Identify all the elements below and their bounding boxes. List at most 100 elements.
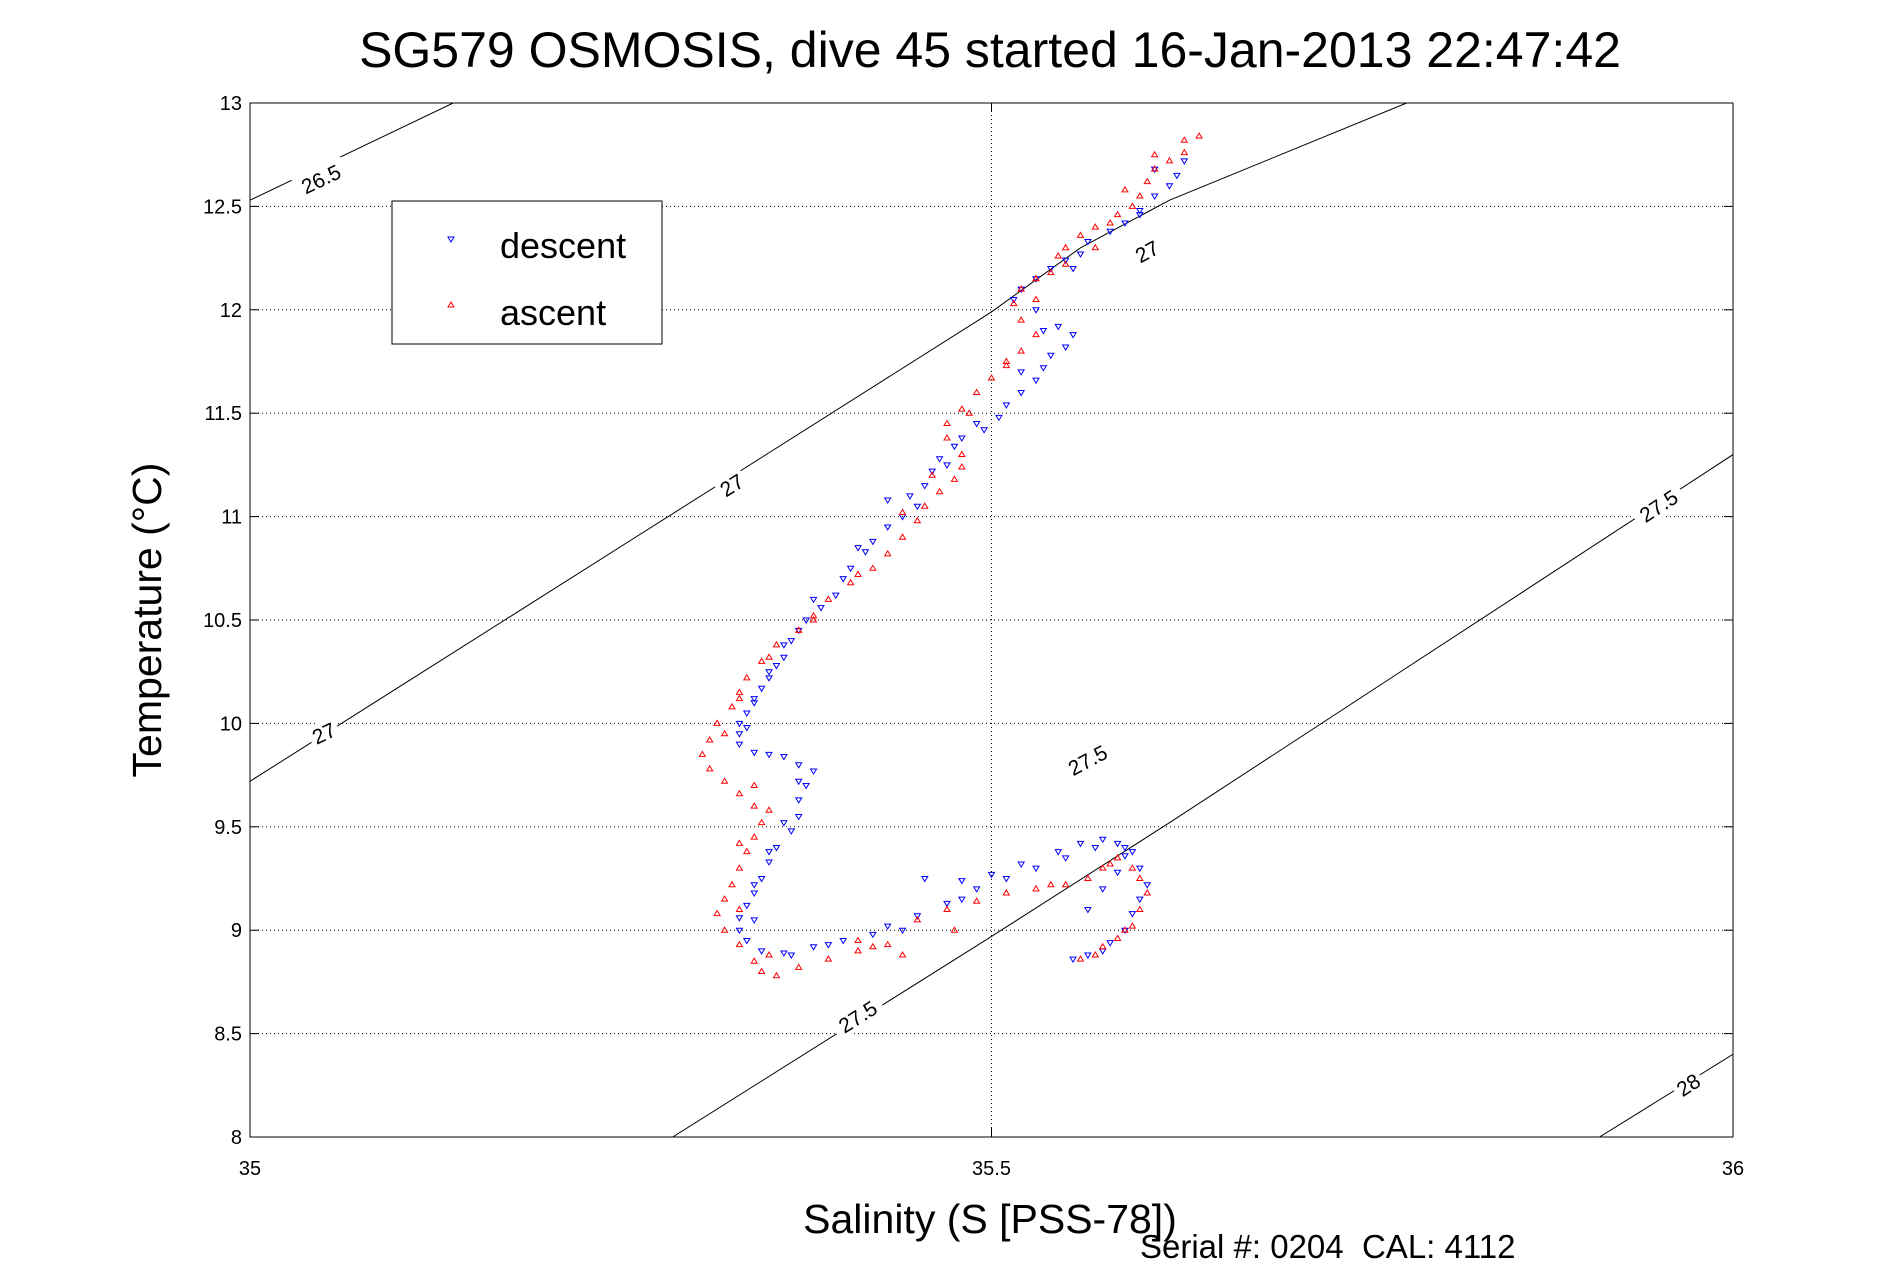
descent-point — [809, 944, 818, 951]
descent-point — [1032, 276, 1040, 283]
ascent-point — [1135, 192, 1144, 199]
ascent-point — [1143, 889, 1152, 896]
contour-label: 27.5 — [1629, 480, 1688, 531]
ascent-point — [735, 789, 744, 797]
descent-point — [943, 900, 951, 908]
ascent-point — [957, 462, 966, 470]
descent-point — [1143, 882, 1152, 889]
contour-label: 27 — [304, 715, 343, 751]
descent-point — [913, 503, 922, 511]
ascent-point — [1180, 136, 1189, 143]
descent-point — [1172, 172, 1181, 180]
contour-label-bg — [291, 156, 351, 202]
descent-point — [1054, 849, 1063, 856]
x-axis-label: Salinity (S [PSS-78]) — [803, 1196, 1177, 1242]
descent-point — [735, 741, 744, 749]
ascent-point — [757, 657, 766, 664]
ascent-point — [720, 895, 729, 902]
descent-point — [1076, 840, 1085, 848]
descent-point — [765, 675, 773, 682]
contour-line-28 — [1599, 1053, 1733, 1137]
ascent-point — [943, 905, 951, 913]
x-tick-label: 35 — [239, 1158, 261, 1180]
chart-title: SG579 OSMOSIS, dive 45 started 16-Jan-20… — [359, 22, 1621, 78]
descent-point — [1098, 836, 1107, 844]
ascent-point — [728, 702, 736, 710]
descent-point — [831, 592, 840, 600]
descent-point — [1046, 352, 1055, 360]
descent-point — [928, 468, 937, 476]
ascent-point — [720, 926, 729, 933]
descent-point — [846, 565, 855, 573]
descent-point — [935, 456, 944, 463]
ascent-point — [1150, 150, 1159, 158]
ascent-point — [1091, 223, 1100, 230]
descent-point — [794, 778, 803, 786]
density-contours — [250, 103, 1733, 1137]
y-tick-label: 11 — [221, 507, 242, 529]
ascent-point — [1046, 268, 1055, 276]
descent-point — [1032, 865, 1040, 873]
ascent-point — [757, 818, 766, 826]
legend-box — [391, 200, 663, 345]
ascent-point — [720, 729, 729, 737]
descent-point — [802, 782, 811, 790]
contour-label-bg — [828, 991, 887, 1041]
descent-point — [765, 751, 773, 759]
ascent-point — [920, 502, 929, 509]
descent-point — [787, 828, 796, 835]
descent-point — [779, 820, 788, 827]
descent-point — [779, 950, 788, 957]
descent-point — [735, 720, 744, 728]
ascent-point — [1076, 231, 1085, 238]
descent-point — [772, 662, 781, 670]
y-axis-label: Temperature (°C) — [124, 463, 170, 778]
ascent-point — [943, 434, 951, 441]
ascent-point — [928, 471, 937, 478]
ascent-point — [765, 951, 773, 958]
ascent-point — [735, 694, 744, 702]
ascent-point — [765, 806, 773, 813]
legend: descent ascent — [391, 200, 663, 345]
ascent-point — [1128, 864, 1137, 871]
descent-point — [735, 915, 744, 922]
ascent-point — [1061, 260, 1070, 267]
ascent-point — [1106, 860, 1115, 867]
descent-point — [742, 710, 751, 718]
ascent-point — [957, 450, 966, 458]
descent-point — [1121, 853, 1129, 860]
contour-label: 27 — [712, 466, 751, 503]
ascent-point — [772, 971, 781, 979]
ascent-point — [772, 640, 781, 648]
descent-point — [1128, 849, 1137, 856]
descent-point — [1135, 896, 1144, 904]
descent-point — [794, 762, 803, 769]
descent-point — [1002, 876, 1011, 883]
legend-ascent-marker — [447, 301, 455, 308]
descent-point — [757, 685, 766, 693]
y-tick-label: 12 — [220, 300, 242, 322]
descent-point — [1076, 251, 1085, 258]
ascent-point — [1032, 274, 1040, 282]
descent-point — [1180, 158, 1189, 165]
ascent-point — [735, 940, 744, 948]
descent-point — [972, 421, 981, 428]
ascent-point — [1009, 299, 1018, 307]
descent-point — [906, 493, 914, 500]
descent-point — [787, 638, 796, 645]
descent-point — [1121, 927, 1129, 935]
ascent-point — [1113, 934, 1122, 941]
descent-point — [757, 876, 766, 883]
y-tick-label: 12.5 — [203, 196, 242, 218]
descent-point — [824, 942, 833, 949]
descent-point — [957, 878, 966, 885]
x-tick-label: 35.5 — [972, 1158, 1011, 1180]
ascent-point — [868, 564, 877, 571]
ascent-point — [846, 578, 855, 586]
y-tick-label: 10.5 — [203, 610, 242, 632]
ascent-point — [883, 940, 892, 948]
descent-point — [861, 549, 870, 556]
legend-ascent-label: ascent — [500, 292, 606, 333]
y-tick-label: 8 — [231, 1127, 242, 1149]
ascent-point — [972, 388, 981, 396]
